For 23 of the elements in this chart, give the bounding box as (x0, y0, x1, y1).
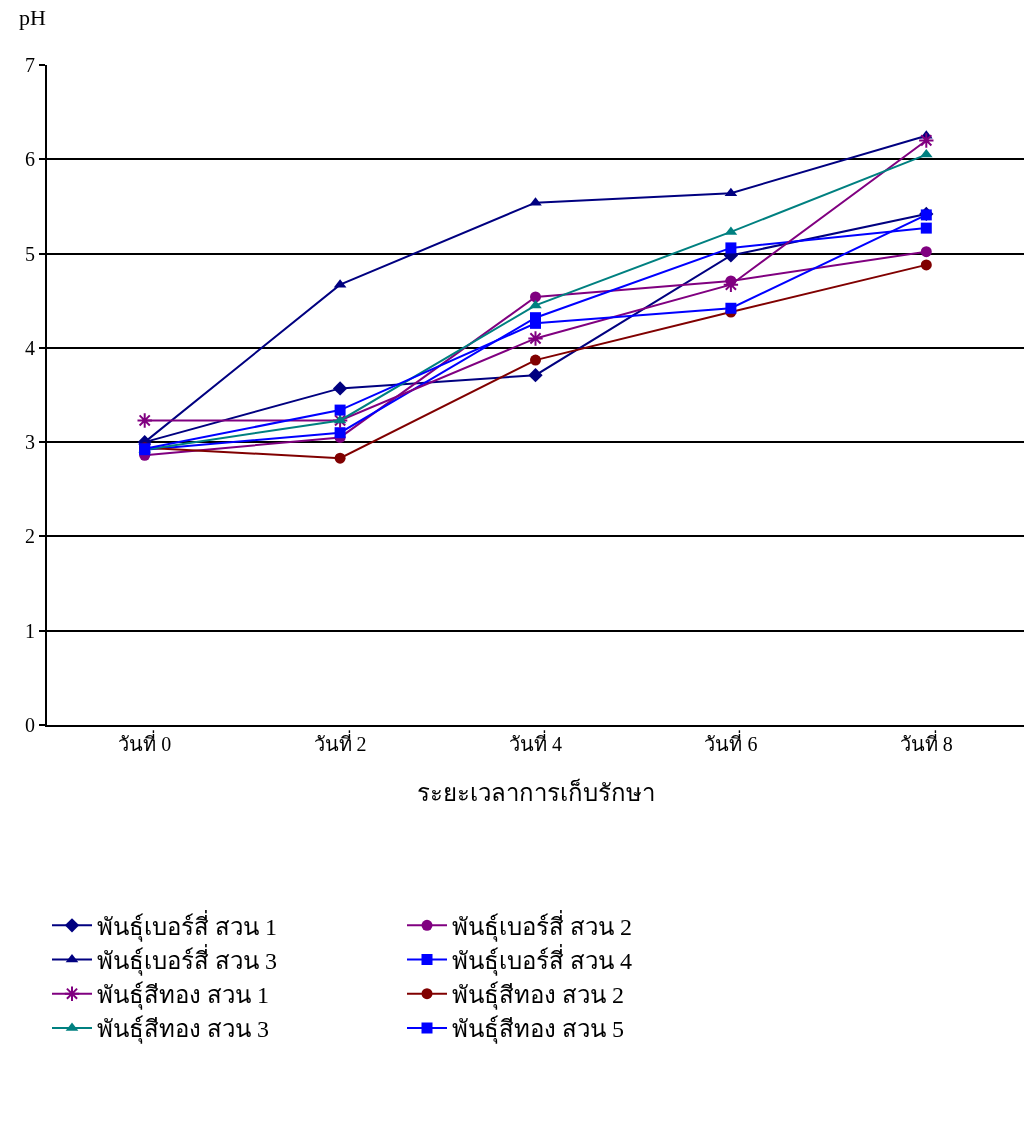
y-tick-label: 6 (25, 148, 35, 171)
legend-label: พันธุ์สีทอง สวน 2 (452, 981, 624, 1011)
x-tick-label: วันที่ 8 (899, 730, 953, 755)
x-tick-label: วันที่ 4 (509, 730, 562, 755)
legend-label: พันธุ์สีทอง สวน 5 (452, 1015, 624, 1045)
y-tick-label: 4 (25, 336, 35, 359)
legend-label: พันธุ์สีทอง สวน 1 (97, 981, 269, 1011)
y-tick-label: 3 (25, 431, 35, 454)
legend-label: พันธุ์เบอร์สี่ สวน 2 (452, 909, 632, 942)
y-axis-title: pH (19, 5, 46, 30)
y-tick-label: 5 (25, 242, 35, 265)
legend-label: พันธุ์เบอร์สี่ สวน 1 (97, 909, 277, 942)
y-tick-label: 0 (25, 714, 35, 736)
x-tick-label: วันที่ 0 (118, 730, 172, 755)
x-tick-label: วันที่ 6 (704, 730, 758, 755)
y-tick-label: 2 (25, 525, 35, 548)
legend-label: พันธุ์เบอร์สี่ สวน 4 (452, 943, 632, 976)
x-axis-title: ระยะเวลาการเก็บรักษา (416, 777, 655, 806)
y-tick-label: 7 (25, 54, 35, 76)
y-tick-label: 1 (25, 619, 35, 642)
x-tick-label: วันที่ 2 (313, 730, 367, 755)
legend-label: พันธุ์สีทอง สวน 3 (97, 1015, 269, 1045)
legend-label: พันธุ์เบอร์สี่ สวน 3 (97, 943, 277, 976)
